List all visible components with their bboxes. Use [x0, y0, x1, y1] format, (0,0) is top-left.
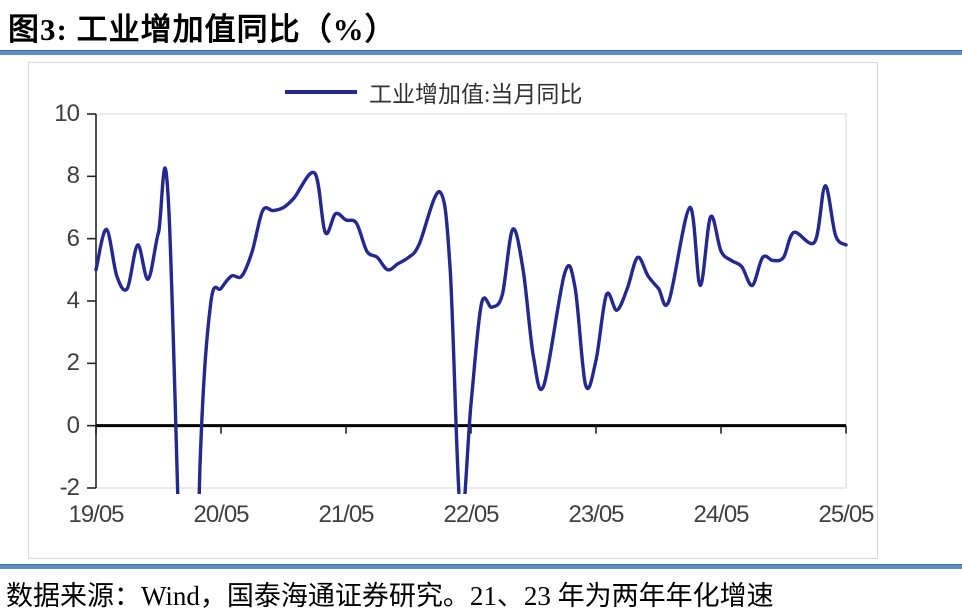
x-axis-tick-label: 22/05 — [443, 501, 499, 528]
chart-container: 工业增加值:当月同比 10 8 6 4 2 0 -2 19/05 20/05 21/05 22/0… — [28, 62, 878, 559]
x-axis-tick-label: 21/05 — [318, 501, 374, 528]
footer-divider-rule — [0, 564, 962, 569]
chart-legend: 工业增加值:当月同比 — [285, 77, 582, 107]
legend-line-swatch-icon — [285, 90, 357, 94]
plot-area — [87, 113, 848, 494]
y-axis-tick-label: 4 — [66, 287, 80, 314]
x-axis-tick-label: 20/05 — [193, 501, 249, 528]
x-axis-tick-label: 23/05 — [568, 501, 624, 528]
source-note: 数据来源：Wind，国泰海通证券研究。21、23 年为两年年化增速 — [6, 581, 774, 611]
y-axis-tick-label: 6 — [66, 224, 80, 252]
legend-series-label: 工业增加值:当月同比 — [369, 82, 583, 107]
y-axis-tick-label: 0 — [66, 411, 80, 439]
y-axis-tick-label: -2 — [59, 474, 80, 501]
title-divider-rule — [0, 50, 962, 55]
y-axis-tick-label: 10 — [54, 100, 80, 127]
x-axis-tick-label: 24/05 — [693, 501, 749, 528]
y-axis-tick-label: 8 — [66, 162, 80, 190]
x-axis-tick-label: 25/05 — [818, 501, 874, 528]
x-axis-tick-label: 19/05 — [68, 501, 124, 528]
series-line — [94, 166, 848, 494]
y-axis-tick-label: 2 — [66, 349, 80, 377]
figure-title: 图3: 工业增加值同比（%） — [8, 12, 397, 47]
